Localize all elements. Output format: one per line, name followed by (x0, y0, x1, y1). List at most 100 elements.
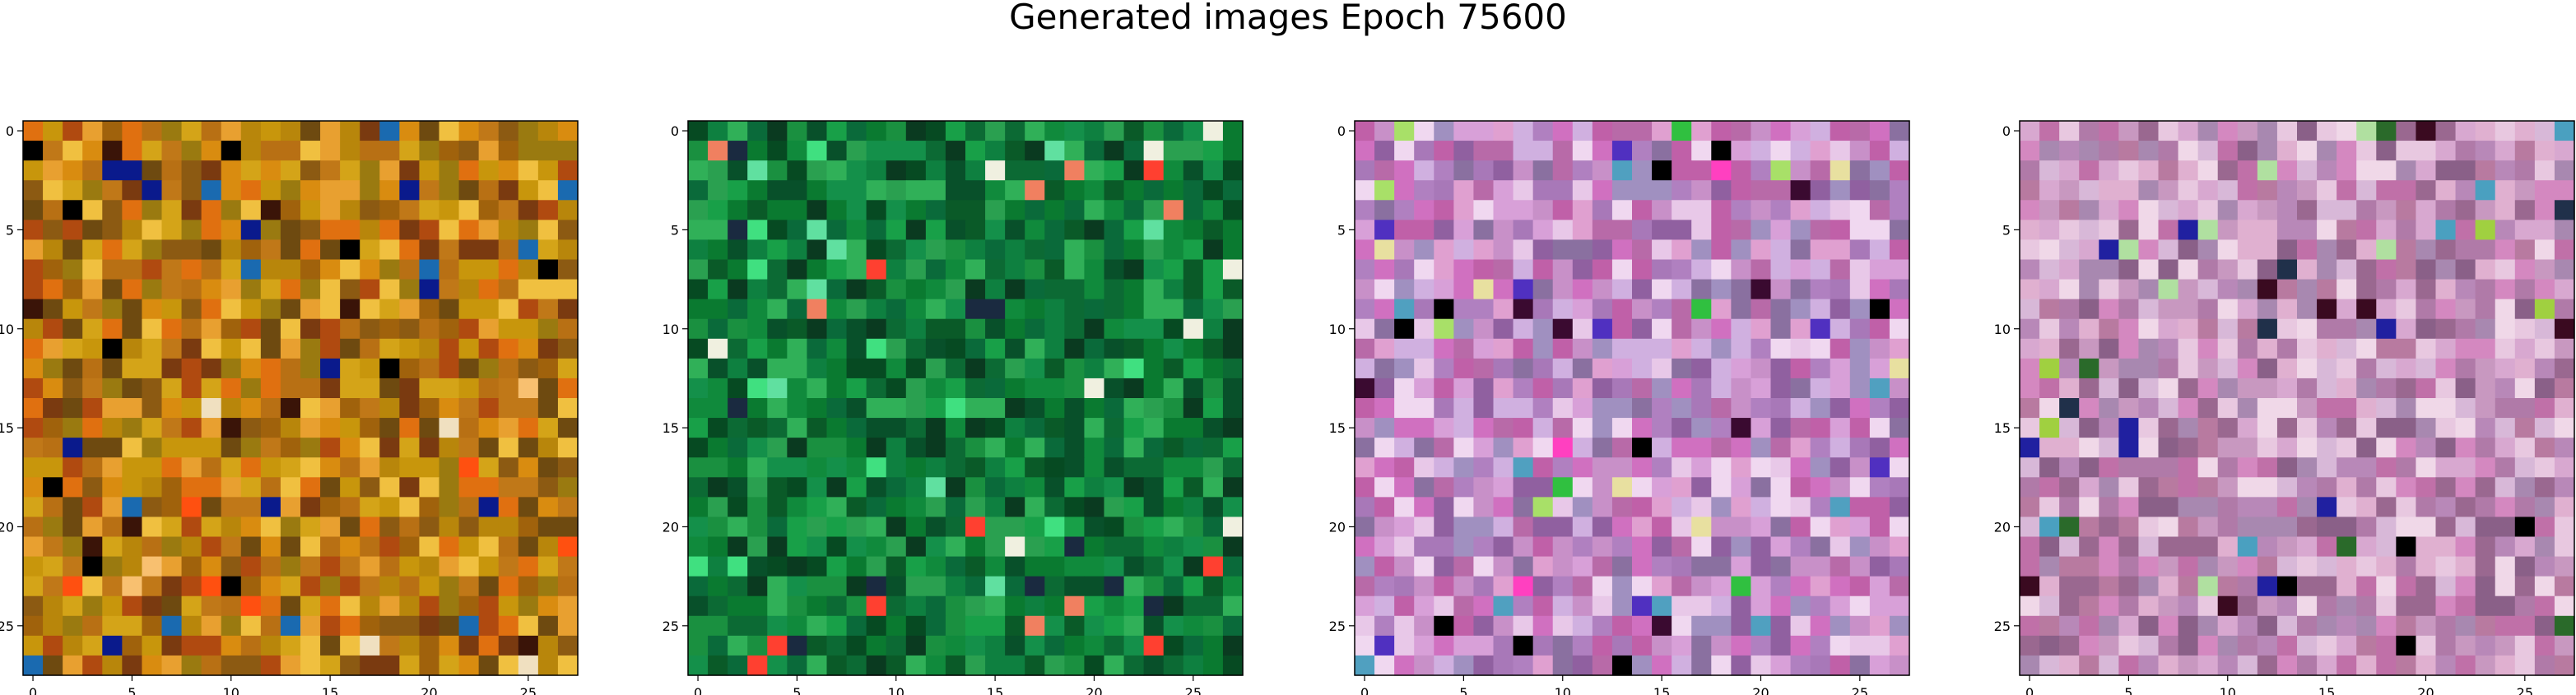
pixel-cell (2276, 576, 2298, 597)
pixel-cell (1711, 358, 1732, 379)
pixel-cell (2317, 358, 2337, 379)
pixel-cell (1143, 655, 1165, 676)
pixel-cell (1572, 497, 1593, 518)
pixel-cell (2099, 378, 2119, 399)
pixel-cell (300, 477, 321, 498)
pixel-cell (1143, 418, 1165, 438)
pixel-cell (518, 279, 539, 300)
pixel-cell (925, 517, 946, 538)
pixel-cell (1632, 576, 1653, 597)
pixel-cell (82, 655, 103, 676)
pixel-cell (82, 457, 103, 478)
pixel-cell (1143, 141, 1165, 161)
pixel-cell (688, 517, 709, 538)
x-tick-label: 10 (888, 685, 904, 695)
pixel-cell (1592, 358, 1613, 379)
pixel-cell (1731, 279, 1752, 300)
pixel-cell (2435, 239, 2457, 261)
pixel-cell (2059, 239, 2080, 261)
pixel-cell (1810, 595, 1831, 617)
pixel-cell (2495, 398, 2516, 419)
pixel-cell (1394, 457, 1415, 478)
pixel-cell (2317, 576, 2337, 597)
pixel-cell (2416, 220, 2437, 241)
pixel-cell (1869, 220, 1890, 241)
pixel-cell (1711, 595, 1732, 617)
pixel-cell (557, 517, 579, 538)
pixel-cell (866, 418, 887, 438)
pixel-cell (1374, 477, 1395, 498)
pixel-cell (1592, 299, 1613, 320)
pixel-cell (1711, 200, 1732, 220)
pixel-cell (2197, 635, 2219, 656)
pixel-cell (1652, 517, 1672, 538)
pixel-cell (1592, 279, 1613, 300)
pixel-cell (2020, 279, 2040, 300)
pixel-cell (240, 438, 262, 458)
pixel-cell (2178, 338, 2199, 359)
pixel-cell (2337, 556, 2357, 577)
pixel-cell (2217, 497, 2239, 518)
pixel-cell (866, 279, 887, 300)
pixel-cell (399, 517, 421, 538)
pixel-cell (1355, 655, 1375, 676)
pixel-cell (1355, 358, 1375, 379)
pixel-cell (1104, 477, 1125, 498)
pixel-cell (1123, 595, 1145, 617)
pixel-cell (1202, 299, 1224, 320)
pixel-cell (221, 438, 242, 458)
pixel-cell (1202, 160, 1224, 181)
pixel-cell (1084, 477, 1105, 498)
pixel-cell (1453, 299, 1475, 320)
pixel-cell (1592, 517, 1613, 538)
pixel-cell (1849, 615, 1871, 637)
pixel-cell (1434, 200, 1454, 220)
pixel-cell (1592, 239, 1613, 261)
y-tick-label: 5 (2002, 222, 2011, 238)
pixel-cell (1572, 536, 1593, 558)
pixel-cell (1751, 121, 1772, 141)
pixel-cell (478, 299, 500, 320)
pixel-cell (1691, 595, 1712, 617)
pixel-cell (2396, 438, 2417, 458)
pixel-cell (1044, 160, 1065, 181)
pixel-cell (2257, 457, 2278, 478)
pixel-cell (2475, 160, 2496, 181)
pixel-cell (201, 595, 222, 617)
pixel-cell (2435, 259, 2457, 280)
pixel-cell (1611, 556, 1633, 577)
pixel-cell (2079, 279, 2099, 300)
pixel-cell (1770, 438, 1792, 458)
pixel-cell (1374, 239, 1395, 261)
pixel-cell (1084, 517, 1105, 538)
pixel-cell (1731, 477, 1752, 498)
pixel-cell (1889, 556, 1910, 577)
pixel-cell (2158, 418, 2179, 438)
pixel-cell (2197, 378, 2219, 399)
pixel-cell (2317, 477, 2337, 498)
pixel-cell (2376, 239, 2397, 261)
pixel-cell (181, 259, 202, 280)
pixel-cell (1810, 239, 1831, 261)
pixel-cell (1183, 299, 1204, 320)
pixel-cell (1374, 220, 1395, 241)
pixel-cell (1849, 141, 1871, 161)
pixel-cell (747, 180, 768, 201)
pixel-cell (1830, 378, 1851, 399)
pixel-cell (965, 239, 986, 261)
pixel-cell (1632, 635, 1653, 656)
pixel-cell (2138, 299, 2160, 320)
pixel-cell (708, 121, 728, 141)
pixel-cell (181, 239, 202, 261)
pixel-cell (2495, 141, 2516, 161)
pixel-cell (2475, 536, 2496, 558)
pixel-cell (419, 318, 440, 340)
pixel-cell (1355, 536, 1375, 558)
pixel-cell (1572, 220, 1593, 241)
pixel-cell (1672, 477, 1692, 498)
pixel-cell (2099, 318, 2119, 340)
pixel-cell (537, 279, 559, 300)
pixel-cell (1869, 418, 1890, 438)
pixel-cell (1163, 576, 1184, 597)
pixel-cell (340, 438, 360, 458)
